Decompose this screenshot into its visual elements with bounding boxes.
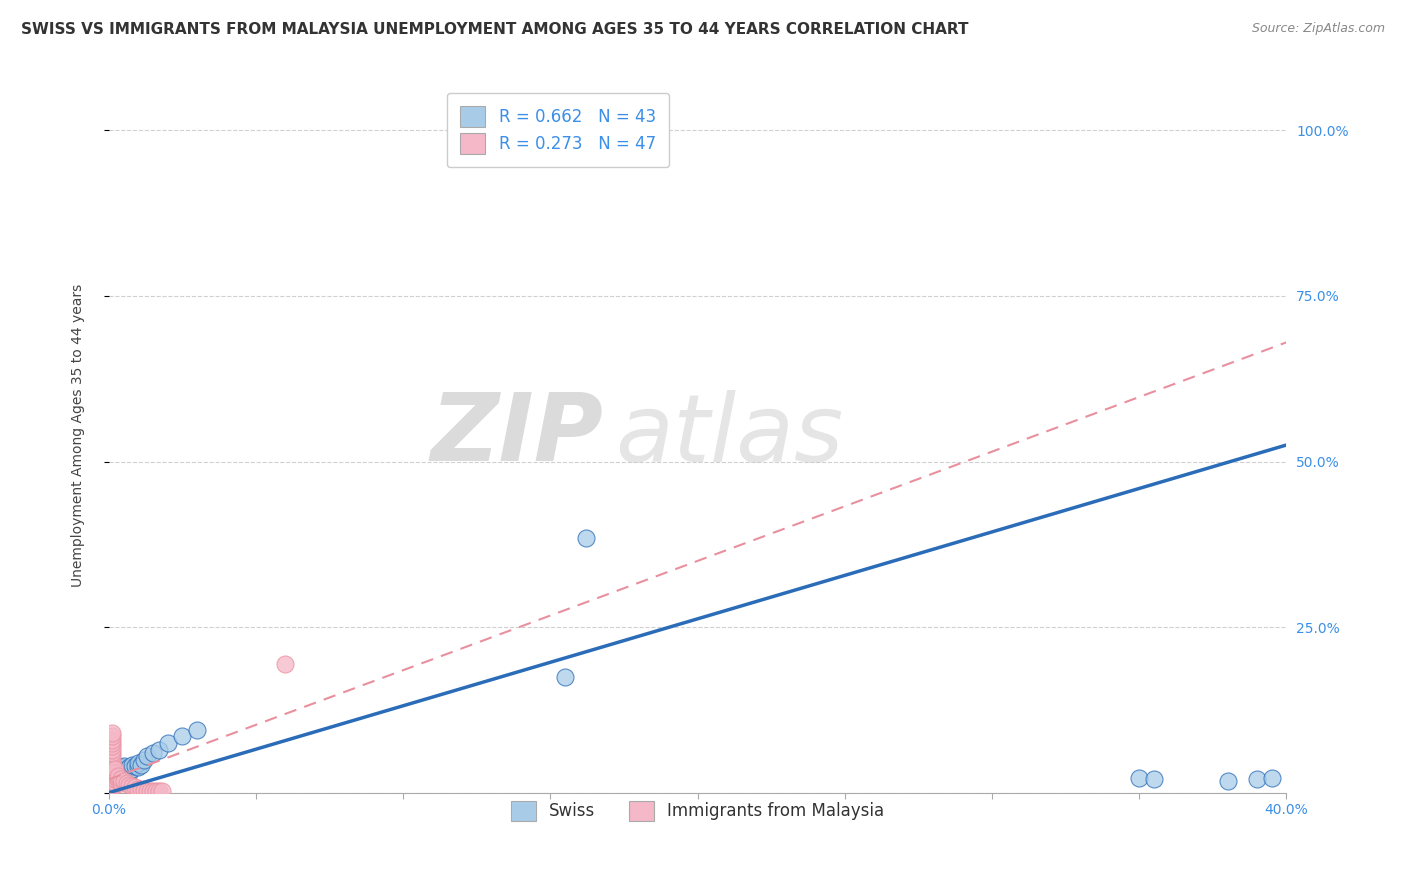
Point [101, 732, 124, 747]
Point [101, 782, 124, 797]
Point [101, 779, 124, 793]
Point [101, 730, 124, 744]
Y-axis label: Unemployment Among Ages 35 to 44 years: Unemployment Among Ages 35 to 44 years [72, 284, 86, 587]
Point [1128, 771, 1150, 785]
Point [104, 772, 127, 787]
Point [118, 778, 141, 792]
Point [101, 759, 124, 773]
Point [110, 775, 132, 789]
Point [101, 742, 124, 756]
Point [121, 763, 143, 777]
Point [127, 781, 149, 796]
Point [101, 763, 124, 777]
Point [115, 763, 138, 777]
Text: ZIP: ZIP [430, 389, 603, 481]
Point [107, 769, 129, 783]
Point [101, 756, 124, 770]
Point [101, 726, 124, 740]
Point [124, 780, 146, 795]
Point [112, 773, 135, 788]
Point [110, 760, 132, 774]
Point [104, 767, 127, 781]
Point [110, 772, 132, 787]
Point [575, 531, 598, 545]
Point [101, 780, 124, 795]
Point [104, 757, 127, 772]
Point [156, 736, 179, 750]
Point [101, 778, 124, 792]
Point [1143, 772, 1166, 787]
Point [134, 783, 156, 797]
Point [145, 784, 167, 798]
Point [186, 723, 208, 737]
Point [112, 764, 135, 779]
Point [101, 769, 124, 783]
Point [148, 742, 170, 756]
Point [112, 759, 135, 773]
Point [136, 783, 159, 797]
Point [112, 769, 135, 783]
Legend: Swiss, Immigrants from Malaysia: Swiss, Immigrants from Malaysia [498, 788, 897, 834]
Point [101, 739, 124, 754]
Point [118, 760, 141, 774]
Point [104, 772, 127, 787]
Text: Source: ZipAtlas.com: Source: ZipAtlas.com [1251, 22, 1385, 36]
Point [101, 746, 124, 760]
Point [148, 784, 170, 798]
Point [101, 772, 124, 787]
Point [101, 775, 124, 789]
Point [101, 765, 124, 780]
Point [115, 775, 138, 789]
Point [129, 782, 152, 797]
Point [107, 772, 129, 787]
Point [115, 767, 138, 781]
Point [104, 763, 127, 777]
Point [129, 757, 152, 772]
Point [104, 769, 127, 783]
Point [101, 763, 124, 777]
Point [101, 765, 124, 780]
Point [136, 749, 159, 764]
Point [101, 772, 124, 787]
Point [101, 773, 124, 788]
Point [274, 657, 297, 671]
Point [101, 771, 124, 785]
Point [127, 756, 149, 770]
Point [101, 775, 124, 789]
Point [554, 670, 576, 684]
Point [104, 765, 127, 780]
Point [101, 753, 124, 767]
Point [110, 765, 132, 780]
Text: SWISS VS IMMIGRANTS FROM MALAYSIA UNEMPLOYMENT AMONG AGES 35 TO 44 YEARS CORRELA: SWISS VS IMMIGRANTS FROM MALAYSIA UNEMPL… [21, 22, 969, 37]
Point [107, 759, 129, 773]
Point [101, 769, 124, 783]
Point [124, 759, 146, 773]
Point [134, 753, 156, 767]
Point [101, 767, 124, 781]
Point [139, 784, 162, 798]
Point [1216, 773, 1239, 788]
Point [1246, 772, 1268, 787]
Point [1261, 771, 1284, 785]
Text: atlas: atlas [616, 390, 844, 481]
Point [142, 746, 165, 760]
Point [142, 784, 165, 798]
Point [118, 765, 141, 780]
Point [107, 769, 129, 783]
Point [172, 730, 194, 744]
Point [121, 779, 143, 793]
Point [127, 760, 149, 774]
Point [101, 749, 124, 764]
Point [104, 775, 127, 789]
Point [121, 757, 143, 772]
Point [104, 763, 127, 777]
Point [110, 771, 132, 785]
Point [101, 736, 124, 750]
Point [150, 784, 173, 798]
Point [107, 764, 129, 779]
